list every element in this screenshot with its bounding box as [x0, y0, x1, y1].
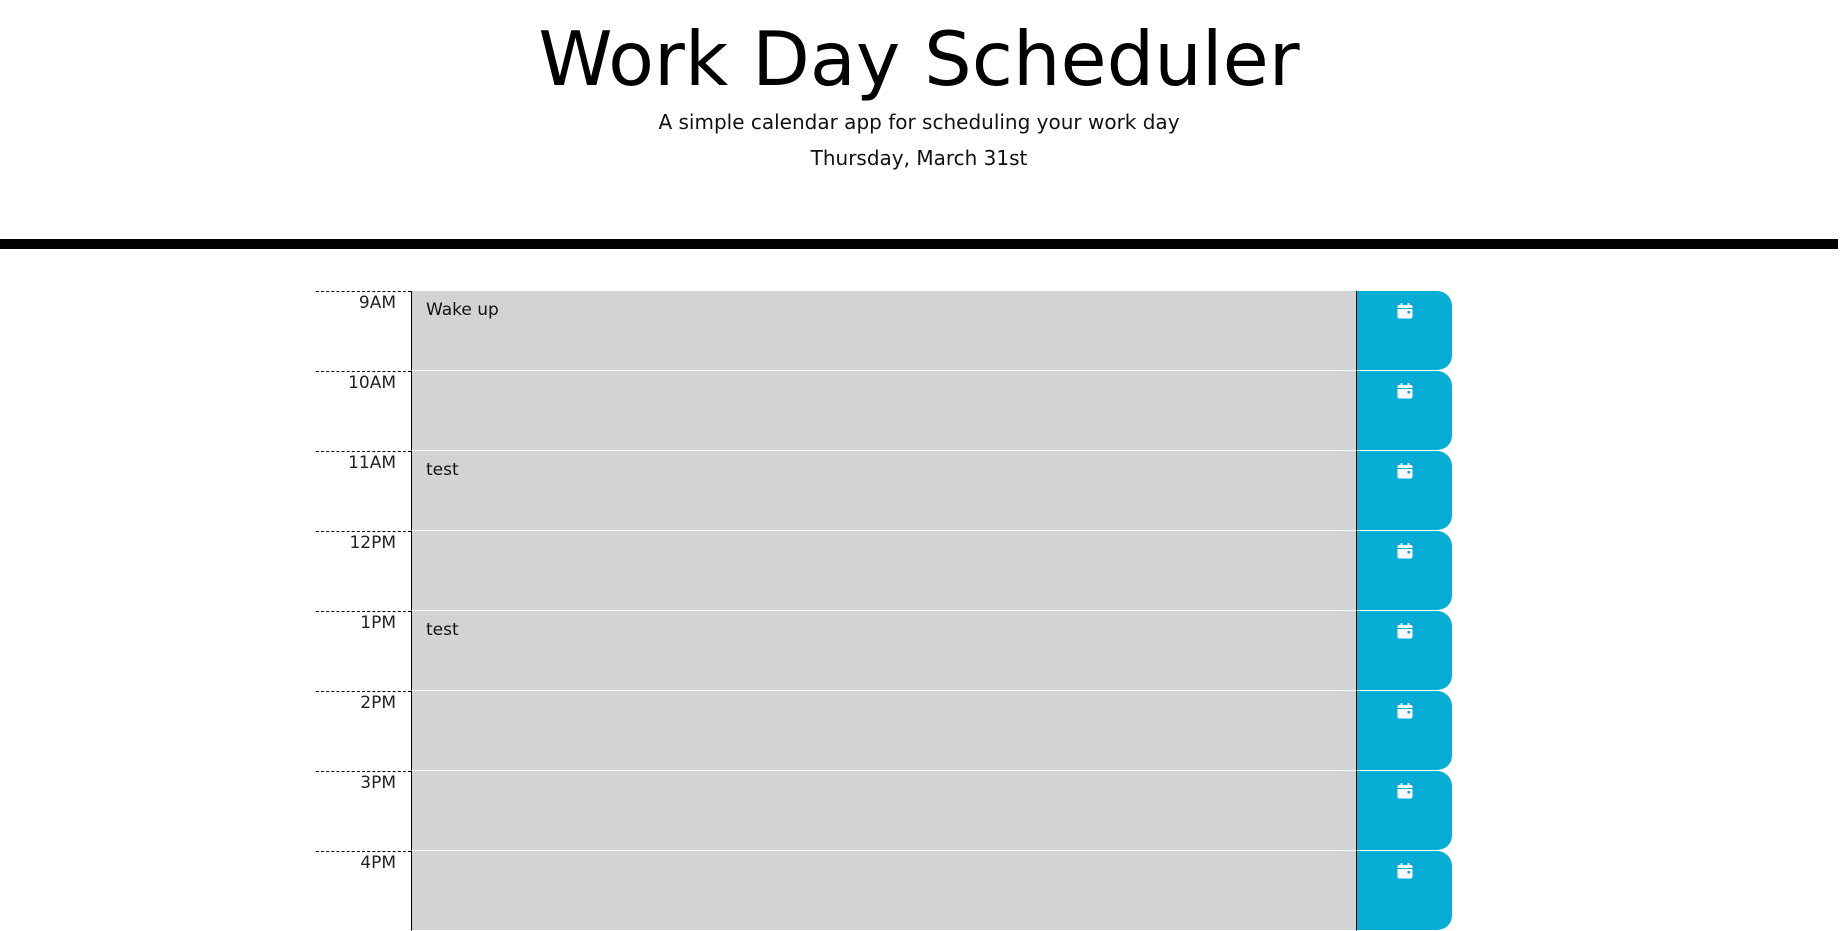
hour-label: 11AM — [316, 451, 411, 531]
time-block-row: 9AM Wake up — [316, 291, 1457, 371]
save-button[interactable] — [1357, 851, 1452, 931]
hour-label: 3PM — [316, 771, 411, 851]
save-button[interactable] — [1357, 611, 1452, 691]
hour-label-text: 9AM — [358, 293, 396, 313]
hour-label-text: 1PM — [360, 613, 396, 633]
calendar-icon — [1397, 383, 1413, 399]
save-button[interactable] — [1357, 691, 1452, 771]
event-description-input[interactable] — [411, 531, 1357, 611]
schedule-container: 9AM Wake up 10AM 11AM test 12PM 1PM test 2PM 3PM 4… — [316, 291, 1457, 931]
event-description-input[interactable]: Wake up — [411, 291, 1357, 371]
time-block-row: 1PM test — [316, 611, 1457, 691]
hour-label: 2PM — [316, 691, 411, 771]
page-subtitle: A simple calendar app for scheduling you… — [658, 110, 1180, 134]
hour-label: 10AM — [316, 371, 411, 451]
calendar-icon — [1397, 783, 1413, 799]
event-description-input[interactable] — [411, 371, 1357, 451]
save-button[interactable] — [1357, 451, 1452, 531]
time-block-row: 3PM — [316, 771, 1457, 851]
time-block-row: 10AM — [316, 371, 1457, 451]
calendar-icon — [1397, 463, 1413, 479]
calendar-icon — [1397, 623, 1413, 639]
calendar-icon — [1397, 543, 1413, 559]
calendar-icon — [1397, 703, 1413, 719]
calendar-icon — [1397, 863, 1413, 879]
event-description-input[interactable]: test — [411, 451, 1357, 531]
event-description-input[interactable] — [411, 691, 1357, 771]
save-button[interactable] — [1357, 291, 1452, 371]
hour-label: 9AM — [316, 291, 411, 371]
time-block-row: 2PM — [316, 691, 1457, 771]
save-button[interactable] — [1357, 771, 1452, 851]
save-button[interactable] — [1357, 531, 1452, 611]
page-title: Work Day Scheduler — [538, 15, 1300, 103]
hour-label: 12PM — [316, 531, 411, 611]
hour-label-text: 4PM — [360, 853, 396, 873]
hour-label-text: 2PM — [360, 693, 396, 713]
time-block-row: 12PM — [316, 531, 1457, 611]
time-block-row: 11AM test — [316, 451, 1457, 531]
header: Work Day Scheduler A simple calendar app… — [0, 0, 1838, 249]
time-block-row: 4PM — [316, 851, 1457, 931]
hour-label-text: 11AM — [348, 453, 396, 473]
hour-label-text: 12PM — [349, 533, 396, 553]
hour-label: 4PM — [316, 851, 411, 931]
save-button[interactable] — [1357, 371, 1452, 451]
event-description-input[interactable] — [411, 851, 1357, 931]
current-day: Thursday, March 31st — [810, 146, 1028, 170]
hour-label: 1PM — [316, 611, 411, 691]
calendar-icon — [1397, 303, 1413, 319]
hour-label-text: 10AM — [348, 373, 396, 393]
hour-label-text: 3PM — [360, 773, 396, 793]
event-description-input[interactable] — [411, 771, 1357, 851]
event-description-input[interactable]: test — [411, 611, 1357, 691]
